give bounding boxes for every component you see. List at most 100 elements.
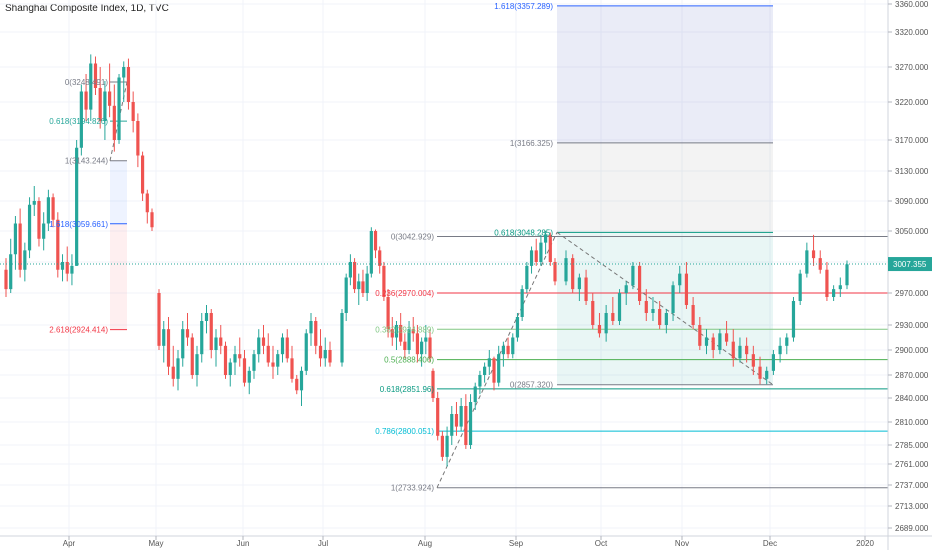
candle-body [492,358,496,383]
candle-body [252,354,256,371]
time-tick-label: Nov [675,539,689,548]
candle-body [445,435,449,457]
candle-body [131,102,135,121]
time-tick-label: Apr [63,539,76,548]
candle-body [501,345,505,355]
candle-body [228,362,232,375]
fib-label: 0(3248.491) [65,78,108,87]
fib-zone-mid [557,142,773,233]
candle-body [436,398,440,436]
candle-body [464,406,468,445]
candle-body [98,88,102,121]
candle-body [805,250,809,274]
fib-label: 1(3166.325) [510,139,553,148]
candle-body [60,262,65,270]
candle-body [758,366,762,379]
price-tick-label: 3220.000 [895,98,929,107]
candle-body [483,366,487,375]
price-tick-label: 2689.000 [895,524,929,533]
candle-body [247,370,251,383]
candle-body [584,277,588,301]
candle-body [838,285,842,290]
time-tick-label: Aug [418,539,432,548]
candle-body [511,337,515,355]
candle-body [304,333,308,371]
fib-label: 0.5(2888.406) [384,356,434,365]
candle-body [140,155,145,194]
candle-body [691,305,695,325]
candle-body [745,345,749,355]
fib-label: 0(3042.929) [391,232,434,241]
time-tick-label: Oct [595,539,608,548]
candle-body [548,234,552,262]
fib-label: 1(3143.244) [65,157,108,166]
time-axis[interactable]: Apr May Jun Jul Aug Sep Oct Nov Dec 2020 [0,535,932,548]
candle-body [84,91,88,110]
trend-line [556,231,774,386]
fib-label: 0.236(2970.004) [375,289,434,298]
price-tick-label: 3270.000 [895,63,929,72]
fib-label: 0.382(2924.889) [375,325,434,334]
candle-body [403,341,407,350]
candle-body [190,337,194,375]
candle-body [564,258,568,282]
candle-body [420,341,424,355]
candle-body [166,329,171,367]
price-tick-label: 3170.000 [895,136,929,145]
candle-body [117,77,121,140]
candle-body [487,358,491,367]
candle-body [731,341,735,359]
candle-body [200,321,204,355]
current-price-box [888,257,932,272]
candle-body [328,350,332,363]
candle-body [664,313,668,325]
candle-body [314,321,318,346]
candle-body [108,91,112,106]
price-tick-label: 2785.000 [895,441,929,450]
candle-body [751,354,755,367]
candle-body [276,354,280,367]
price-tick-label: 2930.000 [895,321,929,330]
candle-body [399,325,403,342]
fib-label: 2.618(2924.414) [49,326,108,335]
trend-line [436,232,558,488]
candle-body [428,337,432,359]
time-tick-label: May [148,539,163,548]
price-tick-label: 2713.000 [895,502,929,511]
candle-body [765,370,769,379]
current-price-tag: 3007.355 [0,257,932,272]
candle-body [150,212,154,228]
fib-zones [110,5,773,385]
candle-body [785,337,789,346]
candle-body [617,293,622,321]
candle-body [157,293,161,346]
candle-body [407,329,411,350]
candle-body [65,262,69,274]
time-tick-label: 2020 [856,539,874,548]
candle-body [219,337,223,346]
fib-label: 1.618(3357.289) [494,2,553,11]
candle-body [459,406,463,427]
price-tick-label: 2737.000 [895,481,929,490]
candle-body [390,329,394,338]
candle-body [4,269,8,290]
price-axis[interactable]: 3360.000 3320.000 3270.000 3220.000 3170.000… [887,0,929,550]
candle-body [611,313,615,321]
candle-body [468,402,473,445]
candle-body [103,91,107,121]
candle-body [171,366,175,379]
fib-zone-top [557,5,773,143]
candle-body [280,337,285,355]
candles [4,54,849,467]
candle-body [515,317,520,338]
price-tick-label: 3130.000 [895,167,929,176]
candle-body [13,223,18,255]
candle-body [678,273,682,286]
chart-title: Shanghai Composite Index, 1D, TVC [5,3,169,14]
candle-body [525,265,529,290]
candle-body [631,265,635,286]
fib-labels: 0(3248.491) 0.618(3194.826) 1(3143.244) 1.6… [49,2,553,493]
candle-body [798,273,802,301]
candle-body [520,289,524,317]
